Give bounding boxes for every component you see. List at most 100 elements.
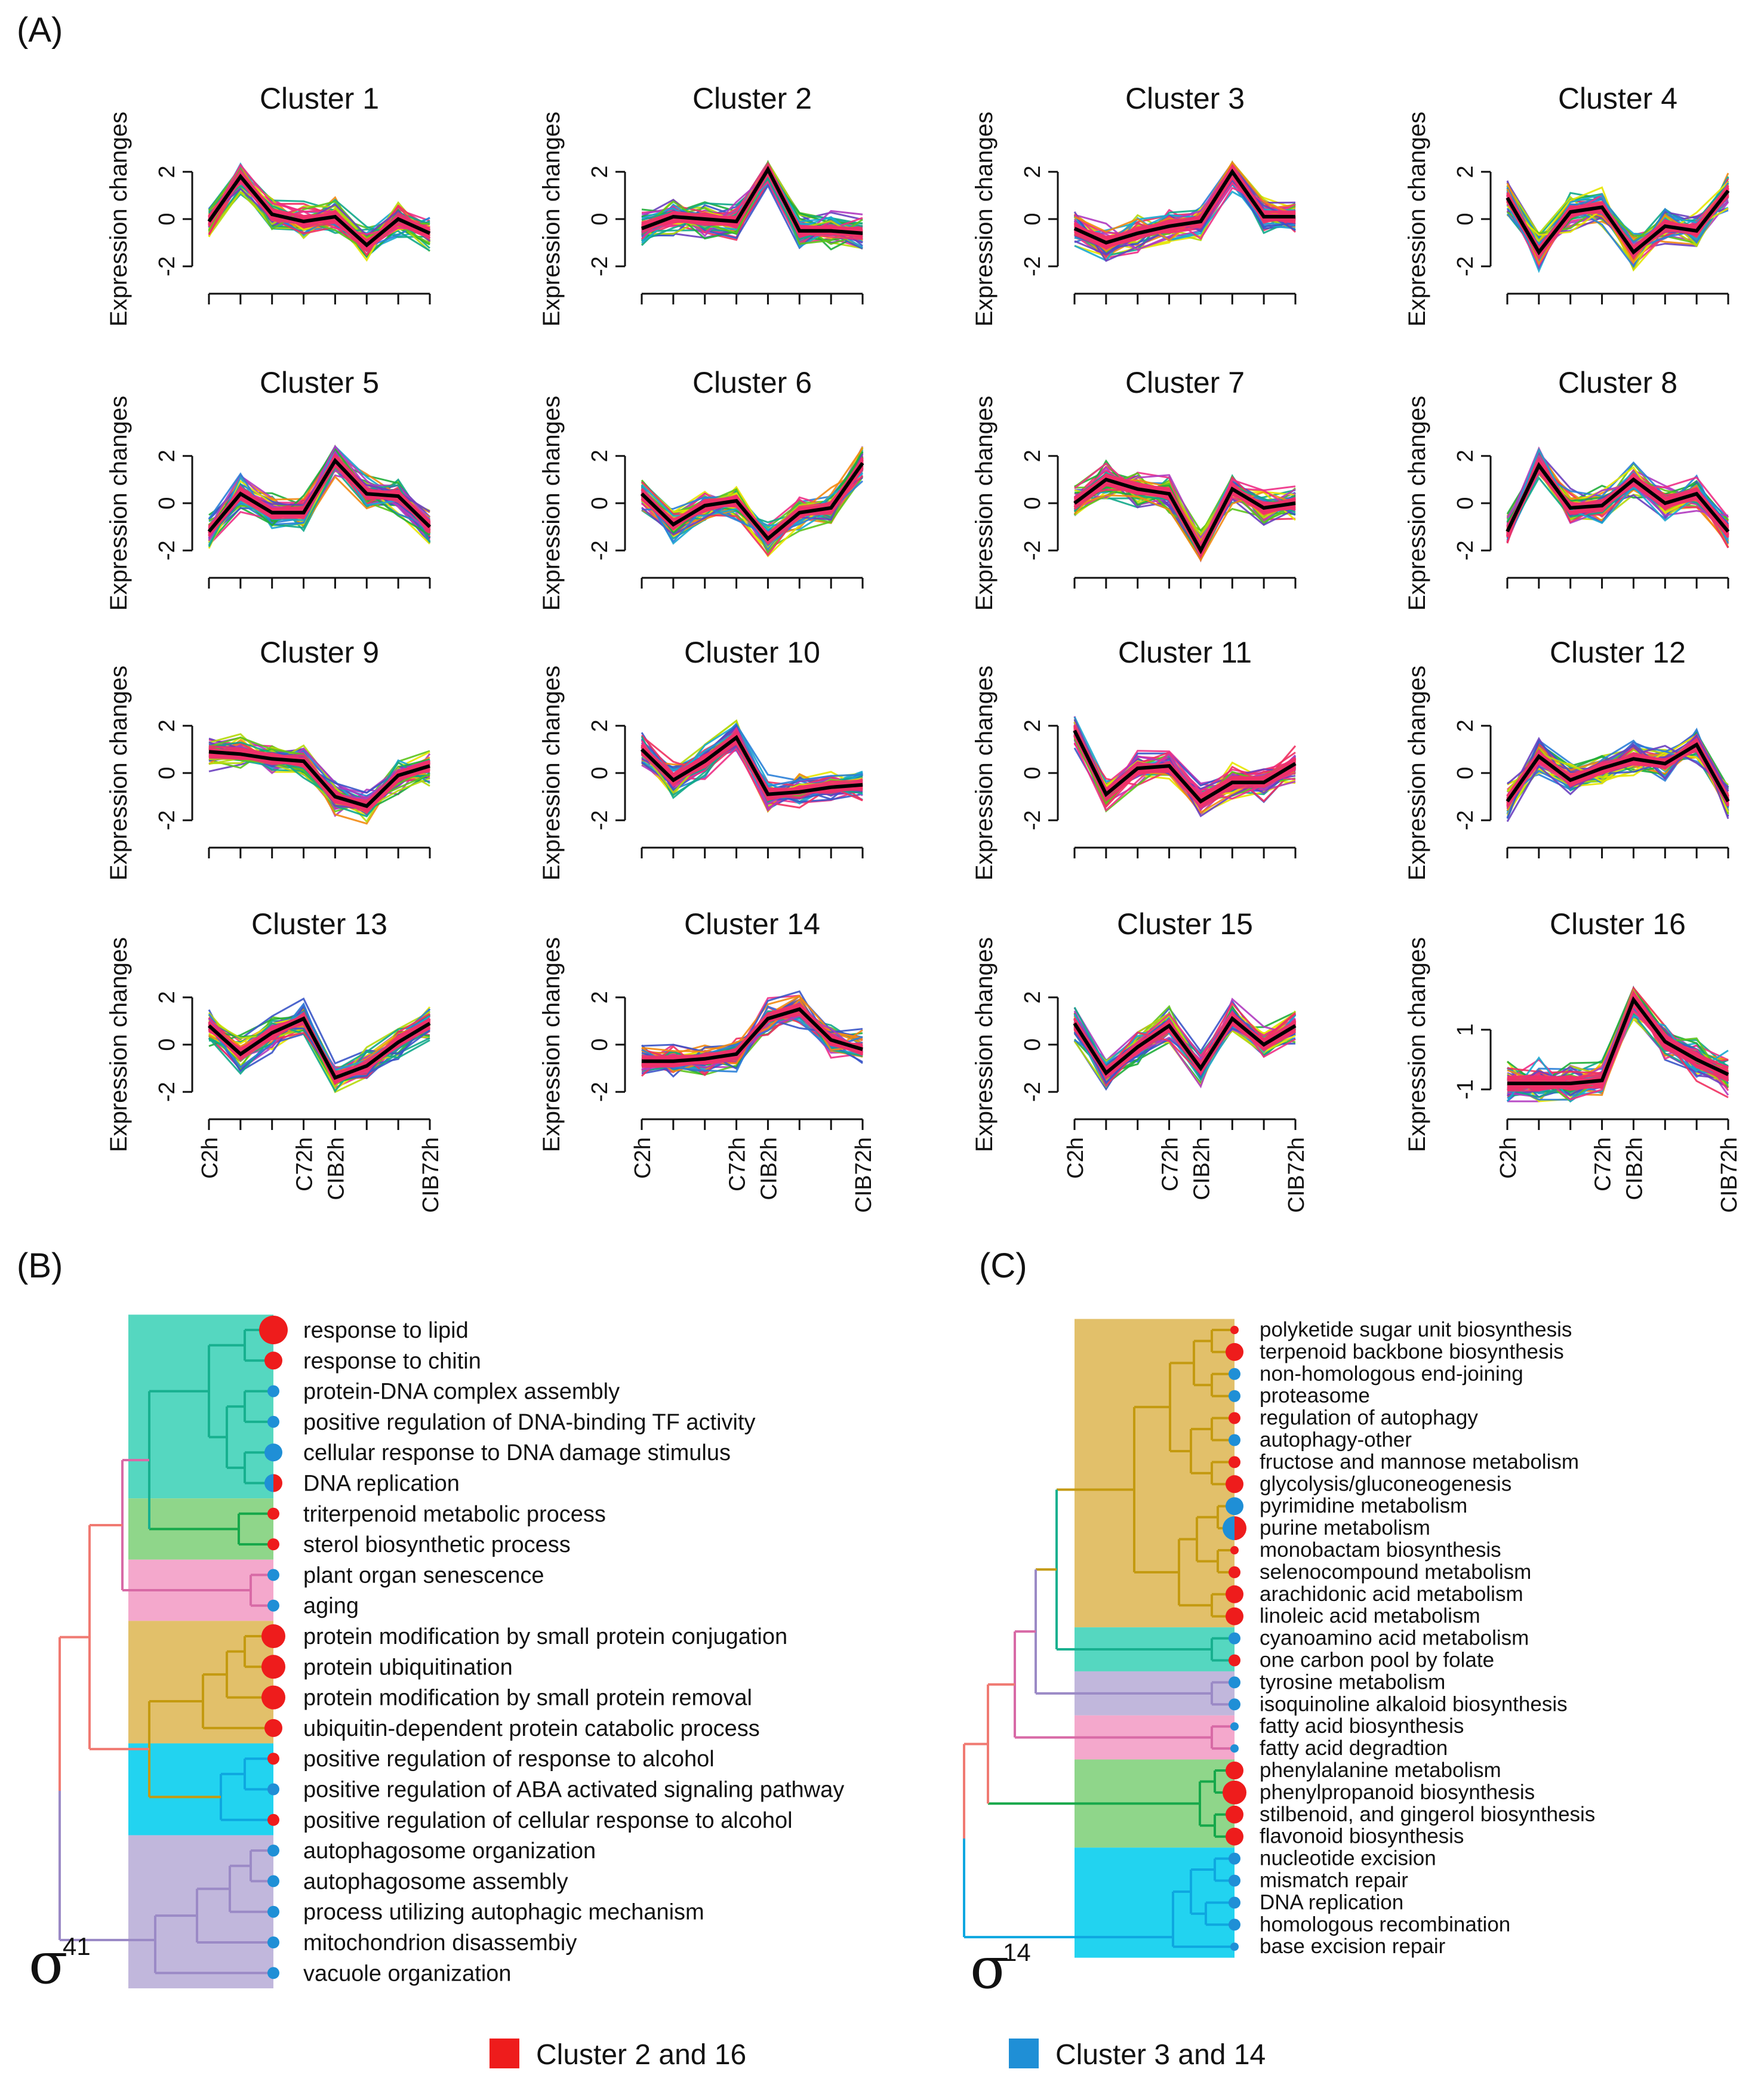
go-term-label: positive regulation of ABA activated sig… <box>303 1778 844 1803</box>
enrichment-dot <box>1229 1919 1240 1931</box>
enrichment-dot <box>1229 1896 1240 1909</box>
sigma-symbol: σ <box>970 1935 1009 2002</box>
go-term-label: sterol biosynthetic process <box>303 1532 571 1557</box>
enrichment-dot <box>267 1905 279 1918</box>
x-tick-label: C2h <box>198 1137 223 1179</box>
go-term-label: autophagosome organization <box>303 1839 596 1864</box>
x-tick-label: C72h <box>1158 1137 1183 1191</box>
kegg-term-label: base excision repair <box>1260 1935 1446 1958</box>
kegg-term-label: tyrosine metabolism <box>1260 1670 1445 1693</box>
enrichment-dot <box>267 1599 279 1612</box>
y-tick-label: 2 <box>1453 719 1478 732</box>
enrichment-dot <box>1229 1874 1240 1887</box>
centroid-line <box>207 173 431 248</box>
enrichment-dot-red-half <box>273 1474 283 1492</box>
y-tick-label: 2 <box>155 165 180 178</box>
y-axis-label: Expression changes <box>1404 396 1430 611</box>
enrichment-dot <box>259 1316 288 1344</box>
cluster-title: Cluster 3 <box>1125 82 1245 115</box>
enrichment-dot <box>267 1875 279 1887</box>
enrichment-dot <box>1230 1722 1239 1731</box>
y-tick-label: 0 <box>155 766 180 779</box>
kegg-term-label: phenylalanine metabolism <box>1260 1759 1501 1782</box>
centroid-line <box>1073 729 1297 804</box>
y-tick-label: -2 <box>155 540 180 561</box>
legend-swatch <box>1009 2039 1039 2068</box>
enrichment-dot <box>1229 1566 1240 1578</box>
kegg-term-label: monobactam biosynthesis <box>1260 1538 1501 1562</box>
y-tick-label: -2 <box>1020 540 1045 561</box>
x-tick-label: CIB72h <box>1717 1137 1742 1213</box>
y-tick-label: -2 <box>1020 1082 1045 1102</box>
centroid-line <box>207 457 432 533</box>
panel-b-go-tree: response to lipid response to chitin prote… <box>29 1314 844 1997</box>
kegg-term-label: stilbenoid, and gingerol biosynthesis <box>1260 1803 1595 1826</box>
kegg-term-label: fatty acid degradtion <box>1260 1736 1448 1760</box>
y-tick-label: -2 <box>1453 540 1478 561</box>
enrichment-dot <box>1230 1546 1239 1554</box>
cluster-title: Cluster 8 <box>1558 366 1677 399</box>
y-tick-label: 2 <box>155 991 180 1003</box>
y-tick-label: -2 <box>155 1082 180 1102</box>
enrichment-dot <box>261 1655 285 1679</box>
enrichment-dot <box>261 1685 285 1710</box>
kegg-term-label: terpenoid backbone biosynthesis <box>1260 1340 1564 1363</box>
y-tick-label: -2 <box>1453 256 1478 276</box>
cluster-title: Cluster 9 <box>260 636 379 669</box>
y-tick-label: 2 <box>1020 719 1045 732</box>
enrichment-dot <box>1230 1744 1239 1753</box>
cluster-title: Cluster 2 <box>692 82 812 115</box>
y-tick-label: 2 <box>1453 165 1478 178</box>
cluster-title: Cluster 13 <box>251 907 387 941</box>
group-block-gold <box>128 1621 273 1744</box>
cluster-title: Cluster 5 <box>260 366 379 399</box>
enrichment-dot <box>267 1813 279 1826</box>
centroid-line <box>208 750 430 808</box>
y-tick-label: 0 <box>1453 213 1478 225</box>
enrichment-dot <box>1226 1342 1243 1361</box>
enrichment-dot <box>264 1719 282 1737</box>
cluster-title: Cluster 6 <box>692 366 812 399</box>
kegg-term-label: polyketide sugar unit biosynthesis <box>1260 1318 1572 1341</box>
cluster-panel: Cluster 10 Expression changes 2 0 -2 <box>538 636 864 880</box>
sigma-symbol: σ <box>29 1930 68 1997</box>
y-axis-label: Expression changes <box>971 112 998 327</box>
y-tick-label: 0 <box>155 1038 180 1051</box>
y-tick-label: 0 <box>1453 766 1478 779</box>
legend-swatch <box>490 2039 519 2068</box>
y-axis-label: Expression changes <box>971 666 998 880</box>
legend-label: Cluster 2 and 16 <box>536 2039 746 2071</box>
enrichment-dot <box>267 1507 279 1520</box>
y-axis-label: Expression changes <box>106 396 132 611</box>
y-tick-label: 0 <box>1020 766 1045 779</box>
x-tick-label: CIB2h <box>756 1137 781 1200</box>
kegg-term-label: purine metabolism <box>1260 1516 1430 1539</box>
go-term-label: positive regulation of DNA-binding TF ac… <box>303 1410 756 1435</box>
go-term-label: positive regulation of response to alcoh… <box>303 1747 715 1772</box>
enrichment-dot <box>267 1569 279 1581</box>
enrichment-dot <box>264 1443 282 1462</box>
enrichment-dot <box>264 1351 282 1370</box>
x-tick-label: C2h <box>1063 1137 1088 1179</box>
x-tick-label: CIB72h <box>1284 1137 1309 1213</box>
panel-label-c: (C) <box>979 1246 1027 1285</box>
x-tick-label: CIB72h <box>851 1137 876 1213</box>
cluster-title: Cluster 11 <box>1118 636 1252 669</box>
cluster-title: Cluster 16 <box>1550 907 1686 941</box>
y-axis-label: Expression changes <box>538 937 565 1152</box>
centroid-line <box>641 165 863 235</box>
enrichment-dot-blue-half <box>1223 1516 1235 1541</box>
gene-profile-line <box>208 466 431 549</box>
cluster-panel: Cluster 3 Expression changes 2 0 -2 <box>971 82 1297 327</box>
gene-profile-line <box>208 190 431 252</box>
sigma-exponent: 14 <box>1003 1938 1031 1966</box>
kegg-term-label: autophagy-other <box>1260 1428 1412 1452</box>
kegg-term-label: flavonoid biosynthesis <box>1260 1825 1464 1848</box>
centroid-line <box>640 461 864 541</box>
cluster-panel: Cluster 1 Expression changes 2 0 -2 <box>106 82 431 327</box>
enrichment-dot <box>267 1385 279 1397</box>
